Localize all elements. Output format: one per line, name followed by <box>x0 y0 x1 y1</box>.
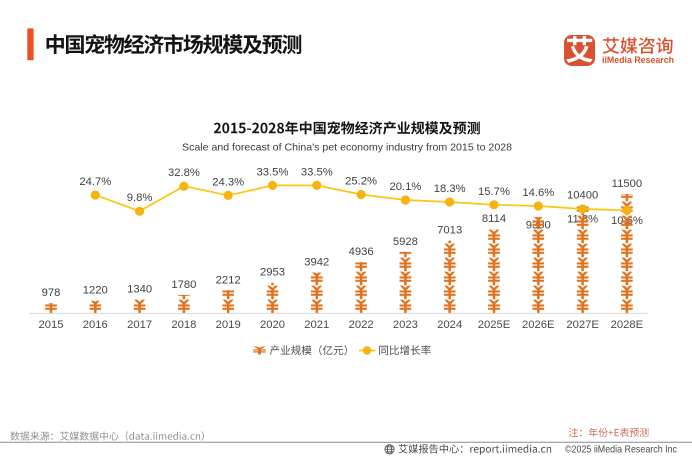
svg-text:7013: 7013 <box>437 225 462 237</box>
svg-text:Scale and forecast of China's: Scale and forecast of China's pet econom… <box>182 143 512 154</box>
svg-text:2026E: 2026E <box>522 319 555 331</box>
svg-text:2017: 2017 <box>127 319 152 331</box>
svg-text:978: 978 <box>42 287 61 299</box>
svg-text:2953: 2953 <box>260 267 285 279</box>
svg-text:1780: 1780 <box>171 279 196 291</box>
svg-text:2212: 2212 <box>216 274 241 286</box>
svg-text:©2025 iiMedia Research Inc: ©2025 iiMedia Research Inc <box>565 445 677 456</box>
svg-text:11500: 11500 <box>612 178 642 190</box>
svg-text:1220: 1220 <box>83 285 108 297</box>
svg-text:2021: 2021 <box>304 319 329 331</box>
svg-text:2025E: 2025E <box>478 319 511 331</box>
svg-text:9.8%: 9.8% <box>127 192 153 204</box>
svg-text:24.7%: 24.7% <box>79 176 111 188</box>
svg-text:2023: 2023 <box>393 319 418 331</box>
svg-text:25.2%: 25.2% <box>345 176 377 188</box>
svg-text:5928: 5928 <box>393 236 418 248</box>
svg-text:2018: 2018 <box>171 319 196 331</box>
svg-text:2024: 2024 <box>437 319 462 331</box>
svg-text:2015: 2015 <box>38 319 63 331</box>
svg-text:14.6%: 14.6% <box>522 187 554 199</box>
svg-text:2028E: 2028E <box>611 319 644 331</box>
svg-text:10400: 10400 <box>567 189 598 201</box>
svg-text:32.8%: 32.8% <box>168 167 200 179</box>
svg-text:18.3%: 18.3% <box>434 183 466 195</box>
svg-text:4936: 4936 <box>349 246 374 258</box>
svg-text:3942: 3942 <box>304 257 329 269</box>
svg-text:33.5%: 33.5% <box>301 166 333 178</box>
svg-text:2022: 2022 <box>349 319 374 331</box>
svg-text:2027E: 2027E <box>566 319 599 331</box>
svg-text:2020: 2020 <box>260 319 285 331</box>
svg-text:iiMedia Research: iiMedia Research <box>602 55 674 65</box>
svg-text:2016: 2016 <box>83 319 108 331</box>
svg-text:24.3%: 24.3% <box>212 176 244 188</box>
svg-text:15.7%: 15.7% <box>478 186 510 198</box>
svg-text:2019: 2019 <box>216 319 241 331</box>
svg-text:20.1%: 20.1% <box>389 181 421 193</box>
svg-text:1340: 1340 <box>127 284 152 296</box>
svg-text:33.5%: 33.5% <box>257 166 289 178</box>
svg-text:8114: 8114 <box>482 213 506 225</box>
